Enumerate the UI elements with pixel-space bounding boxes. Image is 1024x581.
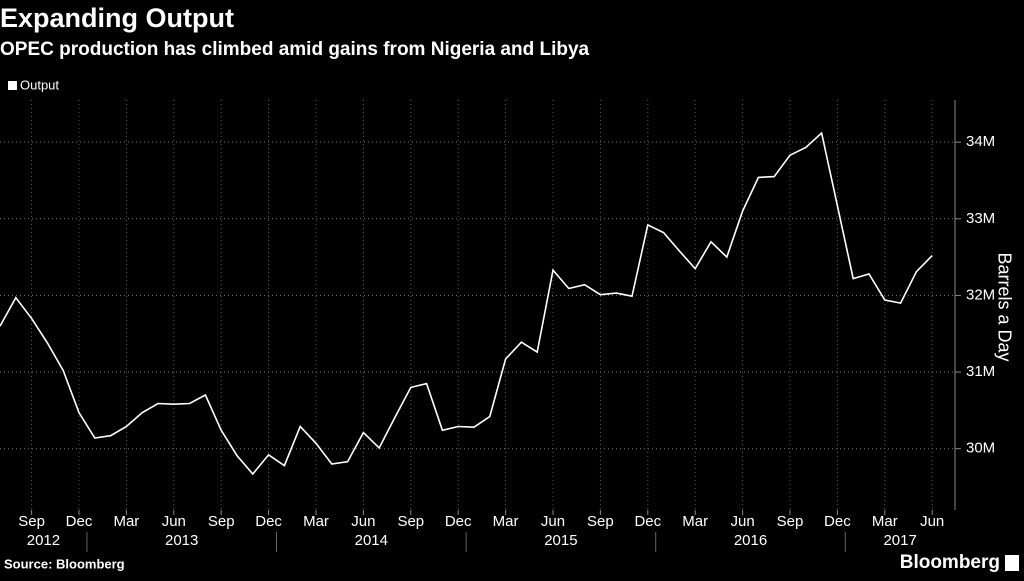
year-label: 2014 [355, 532, 388, 549]
legend-swatch [8, 81, 17, 90]
x-tick-label: Jun [162, 513, 186, 530]
x-tick-label: Mar [303, 513, 329, 530]
x-tick-label: Mar [682, 513, 708, 530]
x-tick-label: Dec [445, 513, 472, 530]
x-tick-label: Dec [66, 513, 93, 530]
source: Source: Bloomberg [4, 556, 125, 571]
series-line [0, 131, 933, 476]
x-tick-label: Sep [18, 513, 45, 530]
year-label: 2012 [27, 532, 60, 549]
x-tick-label: Dec [634, 513, 661, 530]
y-tick-label: 32M [966, 286, 995, 303]
y-tick-label: 30M [966, 440, 995, 457]
x-tick-label: Sep [587, 513, 614, 530]
legend-label: Output [20, 77, 59, 92]
x-tick-label: Sep [397, 513, 424, 530]
x-tick-label: Mar [113, 513, 139, 530]
y-tick-label: 33M [966, 210, 995, 227]
year-label: 2015 [544, 532, 577, 549]
x-tick-label: Mar [493, 513, 519, 530]
chart-title: Expanding Output [0, 3, 234, 33]
year-label: 2017 [883, 532, 916, 549]
brand: Bloomberg [900, 552, 1000, 573]
y-tick-label: 34M [966, 133, 995, 150]
x-tick-label: Jun [731, 513, 755, 530]
brand-icon [1005, 555, 1019, 571]
x-tick-label: Mar [872, 513, 898, 530]
year-label: 2013 [165, 532, 198, 549]
x-tick-label: Jun [351, 513, 375, 530]
x-tick-label: Dec [255, 513, 282, 530]
y-axis-label: Barrels a Day [994, 252, 1014, 361]
x-tick-label: Dec [824, 513, 851, 530]
chart-subtitle: OPEC production has climbed amid gains f… [0, 39, 590, 60]
y-tick-label: 31M [966, 363, 995, 380]
x-tick-label: Sep [777, 513, 804, 530]
x-tick-label: Sep [208, 513, 235, 530]
x-tick-label: Jun [920, 513, 944, 530]
x-tick-label: Jun [541, 513, 565, 530]
year-label: 2016 [734, 532, 767, 549]
